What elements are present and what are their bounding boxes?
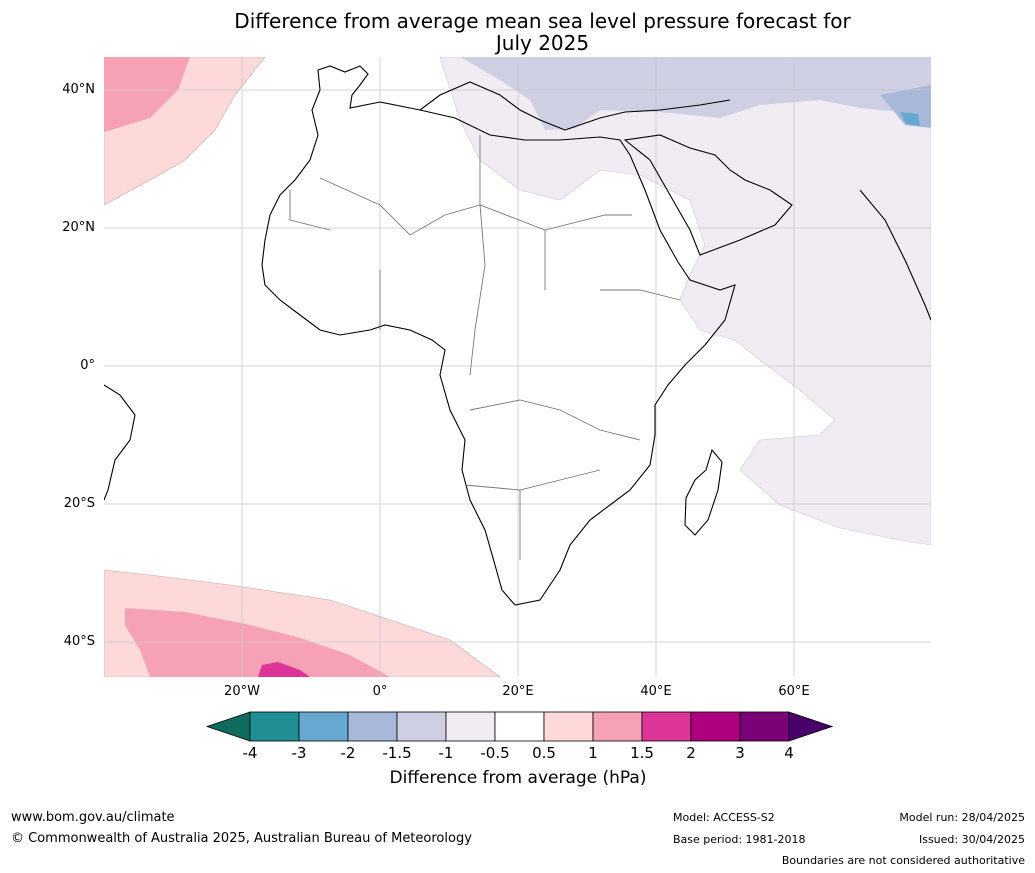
coastline-southern-europe [419, 81, 731, 131]
lon-label-20e: 20°E [502, 684, 534, 699]
anomaly-area-southern-medium [125, 608, 390, 677]
colorbar-bin [347, 711, 398, 742]
lat-label-20n: 20°N [62, 220, 95, 235]
footer-disclaimer: Boundaries are not considered authoritat… [781, 854, 1025, 867]
colorbar-tick-label: -3 [291, 744, 307, 762]
colorbar-bin [592, 711, 643, 742]
colorbar-extend-low [205, 711, 251, 742]
colorbar-tick-label: -0.5 [480, 744, 510, 762]
coastline-madagascar [684, 448, 723, 536]
lat-label-20s: 20°S [63, 496, 95, 511]
colorbar-tick-label: -1.5 [382, 744, 412, 762]
colorbar-bin [641, 711, 692, 742]
map-title: Difference from average mean sea level p… [0, 10, 1035, 54]
title-line-2: July 2025 [495, 31, 590, 55]
colorbar-bin [396, 711, 447, 742]
colorbar-tick-label: 2 [686, 744, 696, 762]
coastline-india [859, 189, 931, 321]
map-canvas [104, 57, 931, 677]
coastline-south-america [104, 384, 136, 501]
lat-label-40s: 40°S [63, 634, 95, 649]
anomaly-area-mediterranean-light [460, 57, 931, 130]
colorbar-label: Difference from average (hPa) [389, 768, 647, 788]
lat-label-0: 0° [80, 358, 95, 373]
anomaly-area-southern-strong [258, 662, 310, 677]
colorbar-tick-label: 0.5 [532, 744, 556, 762]
colorbar-extend-high [788, 711, 834, 742]
colorbar-bin [445, 711, 496, 742]
coastline-arabia [623, 134, 793, 256]
anomaly-area-north-atlantic-medium [104, 57, 190, 132]
colorbar-tick-label: -4 [242, 744, 258, 762]
colorbar-tick-label: 3 [735, 744, 745, 762]
colorbar-tick-label: 1.5 [630, 744, 654, 762]
coastline-africa [261, 65, 736, 606]
coastlines [104, 65, 931, 606]
footer-model-run: Model run: 28/04/2025 [899, 811, 1025, 824]
colorbar-tick-label: -2 [340, 744, 356, 762]
title-line-1: Difference from average mean sea level p… [234, 9, 851, 33]
colorbar-bin [739, 711, 790, 742]
colorbar-bin [298, 711, 349, 742]
colorbar-tick-label: 1 [588, 744, 598, 762]
colorbar-tick-label: -1 [438, 744, 454, 762]
footer-model: Model: ACCESS-S2 [673, 811, 775, 824]
lon-label-20w: 20°W [224, 684, 260, 699]
colorbar-tick-label: 4 [784, 744, 794, 762]
anomaly-area-asia-minor-core [900, 112, 920, 126]
footer-issued: Issued: 30/04/2025 [918, 833, 1025, 846]
lon-label-60e: 60°E [778, 684, 810, 699]
colorbar-bin [543, 711, 594, 742]
colorbar-bin [690, 711, 741, 742]
anomaly-area-eurasia-very-light [439, 57, 931, 546]
lon-label-40e: 40°E [640, 684, 672, 699]
footer-copyright: © Commonwealth of Australia 2025, Austra… [11, 831, 472, 846]
colorbar-bin [249, 711, 300, 742]
footer-url[interactable]: www.bom.gov.au/climate [11, 810, 175, 825]
footer-base-period: Base period: 1981-2018 [673, 833, 806, 846]
lon-label-0: 0° [372, 684, 388, 699]
country-borders [289, 135, 681, 560]
graticule [104, 57, 931, 677]
colorbar-bin [494, 711, 545, 742]
lat-label-40n: 40°N [62, 82, 95, 97]
